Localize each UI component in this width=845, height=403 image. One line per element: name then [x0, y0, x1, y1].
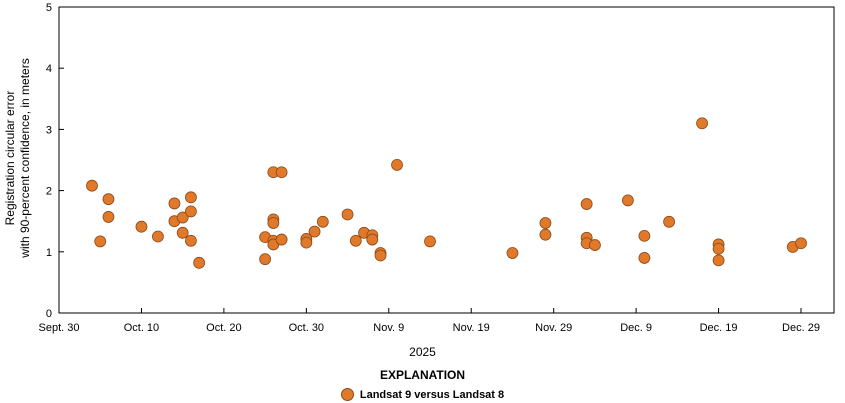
y-tick-label: 0 — [46, 308, 52, 320]
data-point — [185, 191, 197, 204]
x-tick-label: Nov. 9 — [373, 322, 404, 334]
data-point — [663, 215, 676, 228]
data-point — [102, 211, 115, 223]
data-point — [506, 247, 519, 259]
data-point — [539, 228, 552, 241]
data-point — [366, 233, 379, 246]
data-point — [176, 211, 189, 224]
data-point — [259, 253, 272, 266]
x-tick-label: Oct. 10 — [124, 322, 159, 334]
data-point — [638, 252, 651, 264]
data-point — [176, 226, 189, 239]
x-tick-label: Dec. 29 — [782, 322, 820, 334]
data-point — [712, 254, 725, 267]
data-point — [152, 230, 164, 243]
data-point — [275, 233, 288, 246]
data-point — [589, 239, 601, 251]
data-point — [308, 225, 321, 238]
legend-marker-circle — [340, 388, 354, 401]
data-point — [86, 179, 98, 192]
x-axis-label: 2025 — [409, 345, 436, 359]
x-tick-label: Oct. 20 — [206, 322, 241, 334]
data-point — [185, 234, 197, 247]
data-point — [539, 217, 552, 229]
y-axis-label: Registration circular error with 90-perc… — [3, 58, 32, 258]
data-point — [168, 197, 181, 210]
data-point — [102, 193, 115, 206]
data-point — [275, 166, 288, 179]
data-points — [86, 117, 807, 269]
x-tick-label: Dec. 9 — [620, 322, 652, 334]
plot-area-frame — [58, 6, 835, 314]
x-tick-label: Nov. 19 — [453, 322, 490, 334]
data-point — [135, 220, 148, 233]
legend-title: EXPLANATION — [379, 368, 466, 382]
legend: EXPLANATION Landsat 9 versus Landsat 8 — [0, 368, 845, 401]
data-point — [316, 215, 329, 228]
y-axis: 0 1 2 3 4 5 — [46, 2, 64, 320]
data-point — [341, 208, 354, 221]
x-tick-label: Oct. 30 — [289, 322, 324, 334]
data-point — [349, 234, 362, 247]
data-point — [185, 205, 197, 218]
data-point — [374, 249, 387, 262]
data-point — [94, 235, 107, 248]
y-tick-label: 2 — [46, 186, 52, 198]
y-axis-label-line-2: with 90-percent confidence, in meters — [18, 58, 32, 258]
y-axis-label-line-1: Registration circular error — [3, 91, 17, 226]
data-point — [193, 256, 206, 269]
y-tick-label: 1 — [46, 247, 52, 259]
data-point — [424, 235, 436, 248]
x-tick-label: Sept. 30 — [39, 322, 80, 334]
data-point — [580, 198, 593, 210]
data-point — [621, 194, 634, 207]
y-tick-label: 5 — [46, 2, 52, 14]
x-axis: Sept. 30 Oct. 10 Oct. 20 Oct. 30 Nov. 9 Nov. … — [39, 308, 820, 334]
legend-entry: Landsat 9 versus Landsat 8 — [0, 388, 845, 401]
data-point — [795, 237, 807, 250]
data-point — [696, 117, 708, 130]
x-tick-label: Dec. 19 — [700, 322, 738, 334]
y-tick-label: 4 — [46, 63, 52, 75]
data-point — [712, 242, 725, 255]
x-tick-label: Nov. 29 — [535, 322, 572, 334]
data-point — [267, 217, 280, 229]
y-tick-label: 3 — [46, 124, 52, 136]
data-point — [391, 158, 403, 171]
data-point — [300, 236, 313, 249]
legend-entry-label: Landsat 9 versus Landsat 8 — [359, 388, 505, 401]
data-point — [638, 229, 651, 242]
